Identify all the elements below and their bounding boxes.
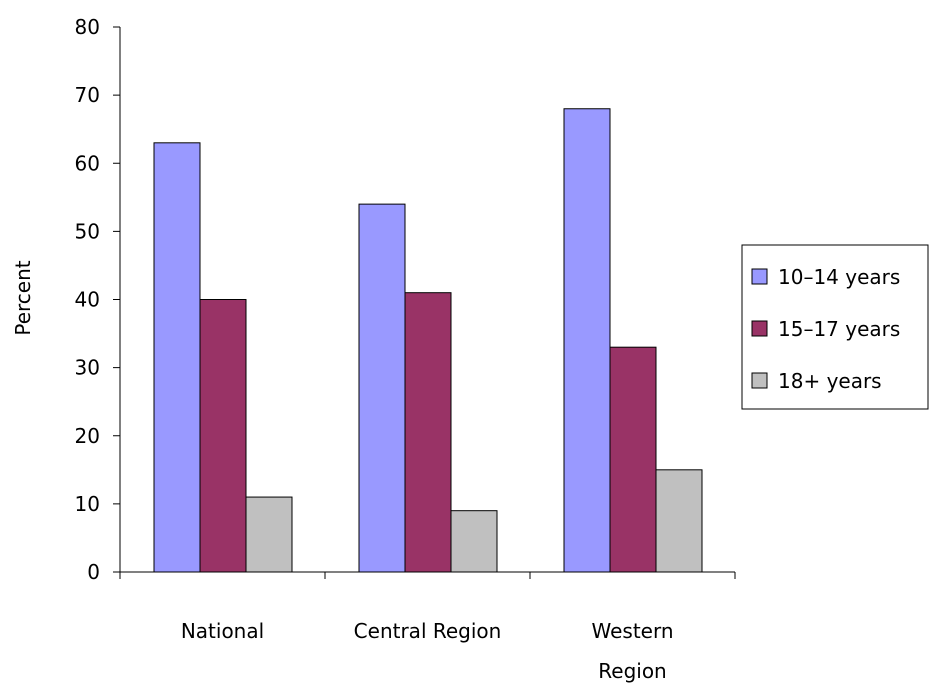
bar <box>245 496 293 573</box>
legend-swatch <box>751 372 768 389</box>
bar <box>563 108 611 573</box>
bar <box>450 510 498 573</box>
bar <box>655 469 703 573</box>
y-tick-label: 0 <box>87 560 100 584</box>
bar <box>153 142 201 573</box>
legend-label: 10–14 years <box>778 265 900 289</box>
x-category-label: National <box>181 619 264 643</box>
y-tick-label: 20 <box>75 424 100 448</box>
y-tick-label: 60 <box>75 151 100 175</box>
x-category-label: Region <box>598 659 666 683</box>
y-tick-label: 50 <box>75 219 100 243</box>
y-tick-label: 70 <box>75 83 100 107</box>
y-tick-label: 30 <box>75 356 100 380</box>
bar <box>358 203 406 573</box>
x-category-label: Western <box>591 619 673 643</box>
legend-swatch <box>751 320 768 337</box>
y-axis: 0 10 20 30 40 50 60 70 80 <box>75 15 121 584</box>
y-tick-label: 40 <box>75 288 100 312</box>
y-tick-label: 80 <box>75 15 100 39</box>
y-axis-label: Percent <box>11 260 35 335</box>
y-tick-label: 10 <box>75 492 100 516</box>
x-axis: National Central Region Western Region <box>119 571 736 683</box>
bar <box>609 346 657 573</box>
bars-group <box>153 108 703 573</box>
legend-label: 18+ years <box>778 369 882 393</box>
bar <box>199 299 247 573</box>
x-category-label: Central Region <box>354 619 502 643</box>
legend-label: 15–17 years <box>778 317 900 341</box>
bar <box>404 292 452 573</box>
legend: 10–14 years 15–17 years 18+ years <box>741 244 929 410</box>
legend-swatch <box>751 268 768 285</box>
legend-box <box>741 244 929 410</box>
